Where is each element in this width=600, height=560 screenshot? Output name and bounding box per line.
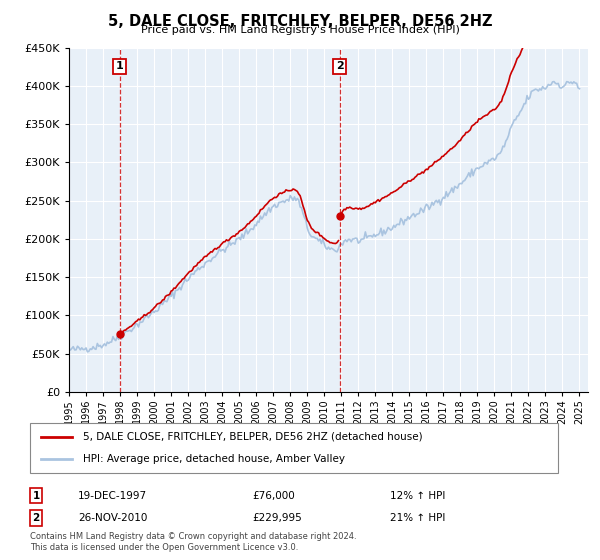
Text: 12% ↑ HPI: 12% ↑ HPI [390,491,445,501]
FancyBboxPatch shape [30,423,558,473]
Text: 1: 1 [116,62,124,71]
Text: HPI: Average price, detached house, Amber Valley: HPI: Average price, detached house, Ambe… [83,454,345,464]
Text: Contains HM Land Registry data © Crown copyright and database right 2024.
This d: Contains HM Land Registry data © Crown c… [30,533,356,552]
Text: 21% ↑ HPI: 21% ↑ HPI [390,513,445,523]
Text: 5, DALE CLOSE, FRITCHLEY, BELPER, DE56 2HZ (detached house): 5, DALE CLOSE, FRITCHLEY, BELPER, DE56 2… [83,432,422,442]
Text: 2: 2 [335,62,343,71]
Text: Price paid vs. HM Land Registry's House Price Index (HPI): Price paid vs. HM Land Registry's House … [140,25,460,35]
Text: 5, DALE CLOSE, FRITCHLEY, BELPER, DE56 2HZ: 5, DALE CLOSE, FRITCHLEY, BELPER, DE56 2… [108,14,492,29]
Text: 2: 2 [32,513,40,523]
Text: 26-NOV-2010: 26-NOV-2010 [78,513,148,523]
Text: 19-DEC-1997: 19-DEC-1997 [78,491,147,501]
Text: £229,995: £229,995 [252,513,302,523]
Text: 1: 1 [32,491,40,501]
Text: £76,000: £76,000 [252,491,295,501]
